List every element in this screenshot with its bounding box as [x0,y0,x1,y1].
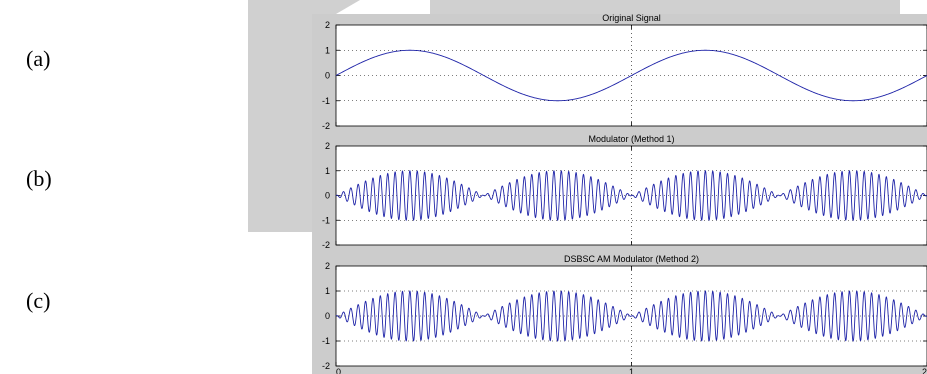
y-tick-label: -2 [322,121,330,131]
y-tick-label: -1 [322,96,330,106]
x-tick-label: 2 [922,367,927,374]
y-tick-label: 1 [325,286,330,296]
plot-title-1: Original Signal [602,13,661,23]
y-tick-label: 2 [325,261,330,271]
y-tick-label: 1 [325,166,330,176]
panel-label-a: (a) [26,46,51,71]
plot-title-3: DSBSC AM Modulator (Method 2) [564,254,699,264]
signal-series-3 [335,290,927,342]
decorative-block-left [248,0,312,232]
y-tick-label: -1 [322,215,330,225]
panel-label-b: (b) [26,166,52,191]
signal-series-2 [335,169,927,222]
y-tick-label: 2 [325,141,330,151]
plot-title-2: Modulator (Method 1) [588,134,674,144]
y-tick-label: 0 [325,191,330,201]
y-tick-label: 2 [325,20,330,30]
panel-label-c: (c) [26,288,51,313]
signal-series-1 [335,49,927,102]
y-tick-label: -2 [322,240,330,250]
decorative-band-top [430,0,900,14]
x-tick-label: 0 [336,367,341,374]
y-tick-label: -2 [322,361,330,371]
y-tick-label: 0 [325,311,330,321]
x-tick-label: 1 [629,367,634,374]
y-tick-label: -1 [322,336,330,346]
y-tick-label: 0 [325,71,330,81]
decorative-wedge [312,0,360,14]
y-tick-label: 1 [325,45,330,55]
